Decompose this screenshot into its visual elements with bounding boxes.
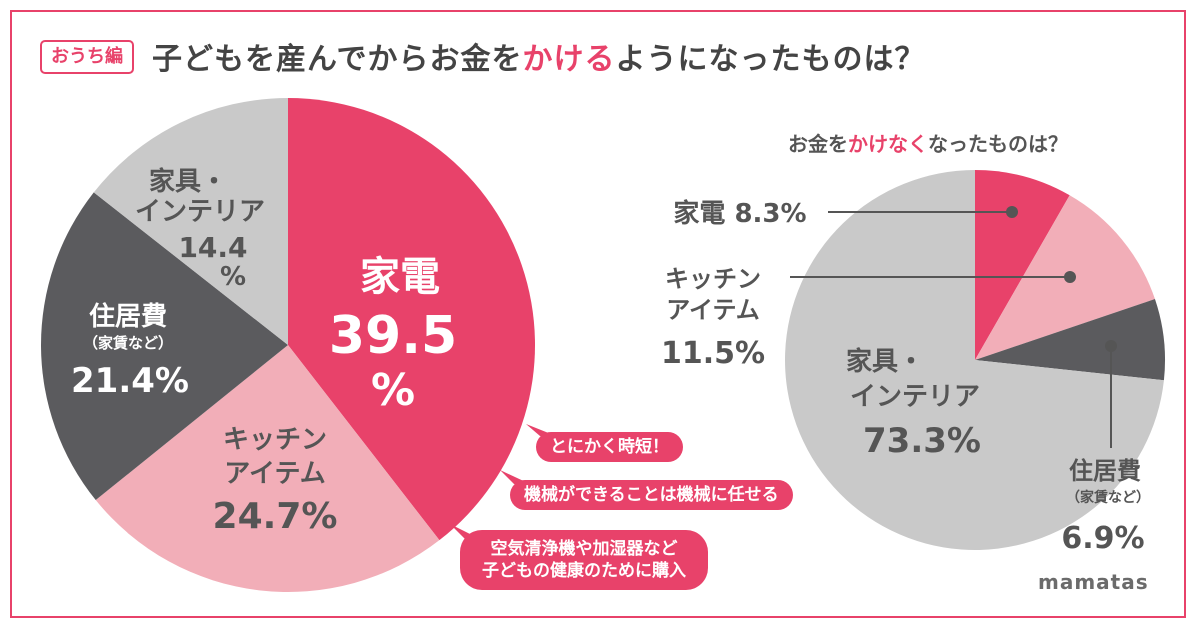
right-label-kitchen-2: アイテム — [666, 296, 760, 324]
main-title: 子どもを産んでからお金をかけるようになったものは？ — [152, 34, 926, 78]
brand-logo: mamatas — [1038, 570, 1149, 594]
right-dot-kaden — [1006, 206, 1018, 218]
right-label-kaden: 家電 8.3% — [673, 198, 806, 229]
frame-border — [10, 10, 1186, 618]
right-label-housing-2: （家賃など） — [1066, 489, 1150, 506]
right-value-kitchen: 11.5% — [661, 336, 765, 371]
category-tag: おうち編 — [40, 40, 134, 74]
left-label-housing-2: （家賃など） — [83, 334, 173, 352]
left-label-furniture-1: 家具・ — [149, 166, 227, 197]
right-pie-slice-2 — [975, 299, 1166, 381]
comment-bubble-2: 機械ができることは機械に任せる — [510, 480, 793, 510]
title-highlight: かける — [522, 42, 616, 77]
right-label-furniture-2: インテリア — [850, 382, 980, 412]
left-label-kitchen-1: キッチン — [223, 425, 327, 455]
left-pie-slice-3 — [93, 98, 288, 345]
sub-title-post: なったものは？ — [928, 132, 1068, 156]
sub-title: お金をかけなくなったものは？ — [788, 128, 1068, 157]
comment-bubble-3-line1: 空気清浄機や加湿器など — [490, 539, 678, 559]
comment-bubble-1: とにかく時短！ — [536, 432, 683, 462]
comment-bubble-3-line2: 子どもの健康のために購入 — [482, 561, 686, 581]
left-label-kaden: 家電 — [360, 254, 440, 300]
left-value-furniture: 14.4 — [178, 231, 247, 264]
left-value-kitchen: 24.7% — [213, 496, 338, 537]
left-label-kitchen-2: アイテム — [224, 459, 325, 489]
left-label-housing-1: 住居費 — [89, 301, 167, 332]
sub-title-highlight: かけなく — [848, 132, 928, 156]
right-label-kitchen-1: キッチン — [665, 265, 761, 293]
right-value-furniture: 73.3% — [863, 421, 981, 461]
left-value-housing: 21.4% — [71, 361, 189, 401]
right-value-housing: 6.9% — [1061, 521, 1144, 556]
left-label-furniture-2: インテリア — [135, 197, 265, 227]
left-pie-slice-0 — [288, 98, 536, 541]
title-post: ようになったものは？ — [615, 42, 926, 77]
left-value-kaden: 39.5 — [329, 306, 457, 366]
right-label-furniture-1: 家具・ — [846, 346, 924, 377]
left-pie-slice-1 — [95, 345, 440, 593]
left-unit-furniture: % — [220, 262, 246, 292]
sub-title-pre: お金を — [788, 132, 848, 156]
left-pie-slice-2 — [41, 192, 289, 501]
left-unit-kaden: % — [371, 365, 415, 416]
title-pre: 子どもを産んでからお金を — [152, 42, 523, 77]
right-dot-kitchen — [1064, 271, 1076, 283]
right-pie-slice-0 — [975, 170, 1070, 360]
right-pie-slice-3 — [785, 170, 1164, 551]
right-label-housing-1: 住居費 — [1069, 457, 1141, 485]
comment-bubble-3: 空気清浄機や加湿器など 子どもの健康のために購入 — [460, 530, 708, 590]
